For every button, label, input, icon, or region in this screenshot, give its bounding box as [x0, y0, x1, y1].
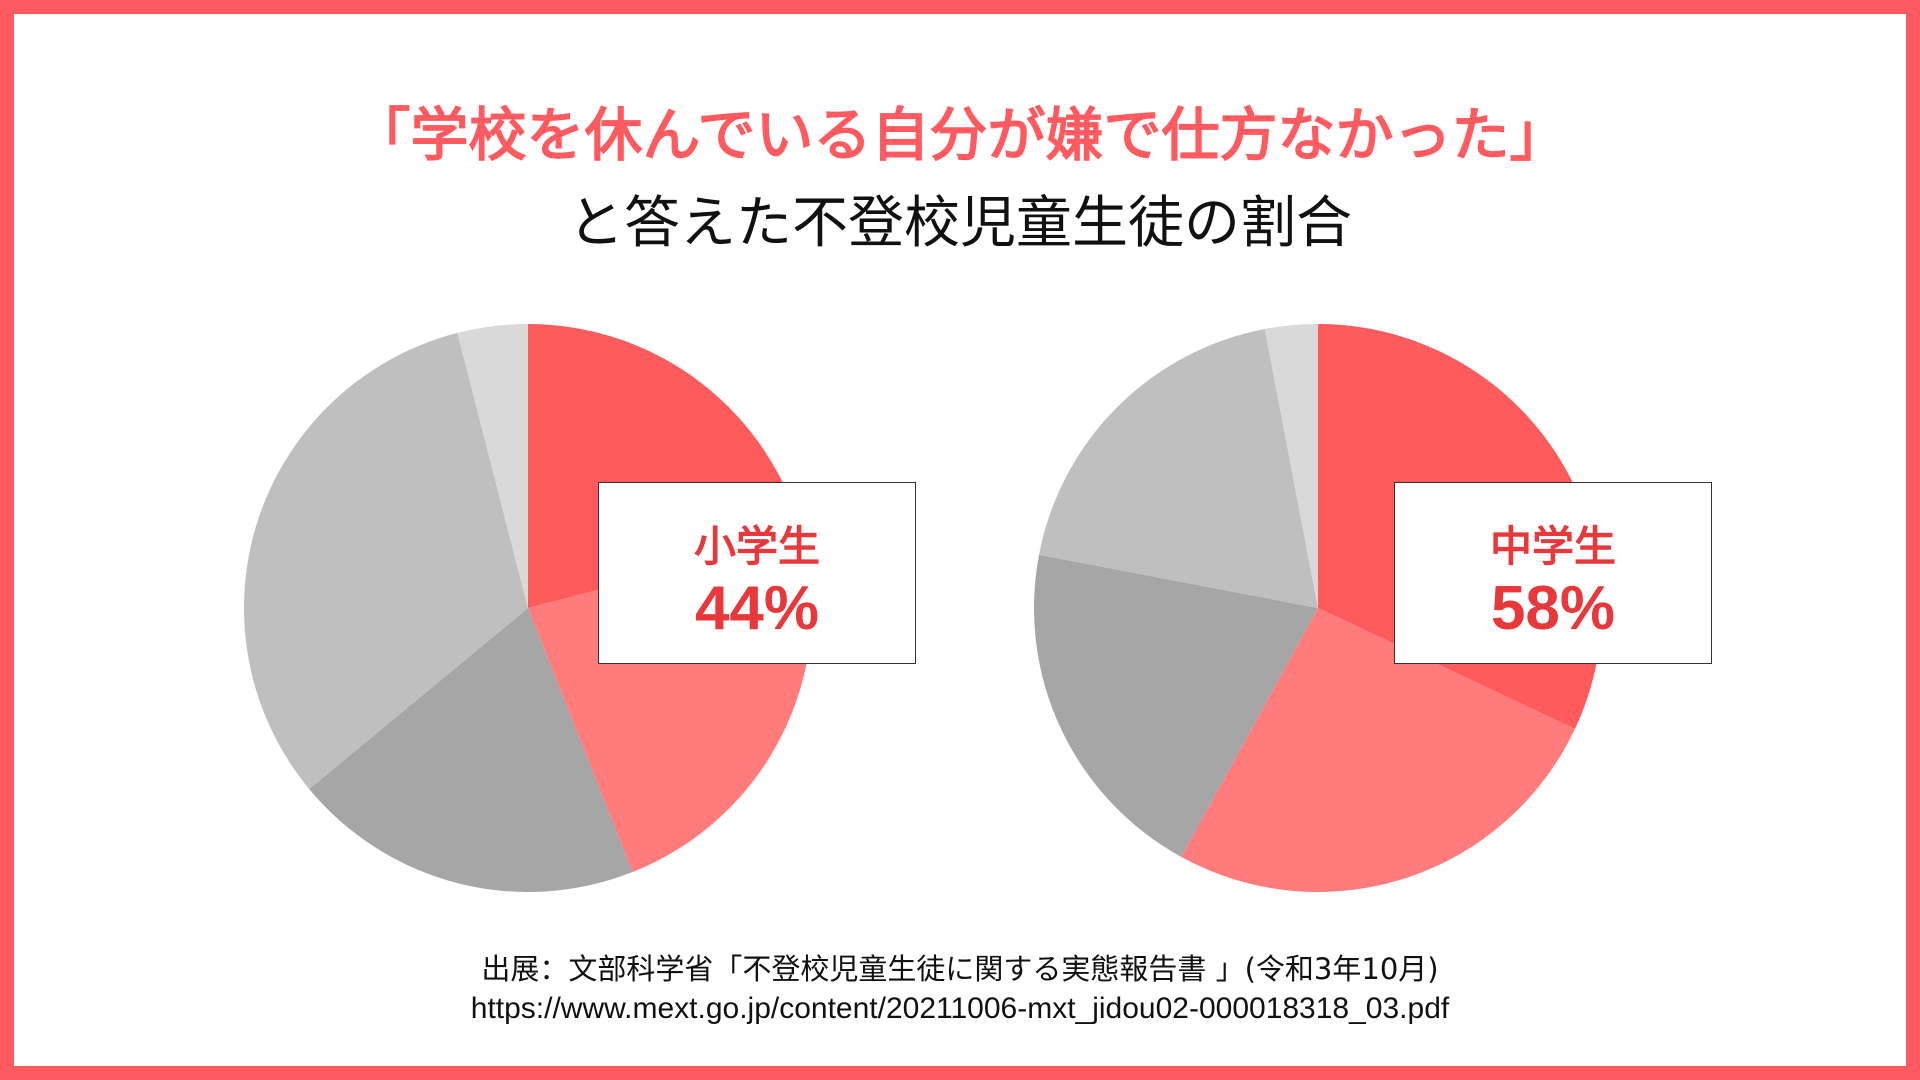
- label-elementary-grade: 小学生: [693, 522, 820, 571]
- label-elementary-percent: 44%: [694, 574, 820, 643]
- pie-slice: [1181, 608, 1575, 892]
- label-junior-high: 中学生 58%: [1394, 482, 1712, 664]
- label-junior-high-percent: 58%: [1490, 574, 1616, 643]
- label-junior-high-grade: 中学生: [1489, 522, 1616, 571]
- pie-slice: [243, 332, 528, 790]
- pie-slice: [1039, 329, 1318, 608]
- chart-title: と答えた不登校児童生徒の割合: [568, 191, 1352, 256]
- pie-slice: [1264, 324, 1318, 608]
- pie-slice: [1034, 554, 1318, 857]
- source-url[interactable]: https://www.mext.go.jp/content/20211006-…: [470, 992, 1450, 1025]
- pie-slice: [309, 608, 633, 892]
- pie-junior-high: [1034, 324, 1602, 892]
- label-elementary: 小学生 44%: [598, 482, 916, 664]
- chart-title-quote: 「学校を休んでいる自分が嫌で仕方なかった」: [352, 101, 1568, 169]
- source-citation: 出展：文部科学省「不登校児童生徒に関する実態報告書 」(令和3年10月): [481, 952, 1439, 986]
- pie-slice: [457, 324, 528, 608]
